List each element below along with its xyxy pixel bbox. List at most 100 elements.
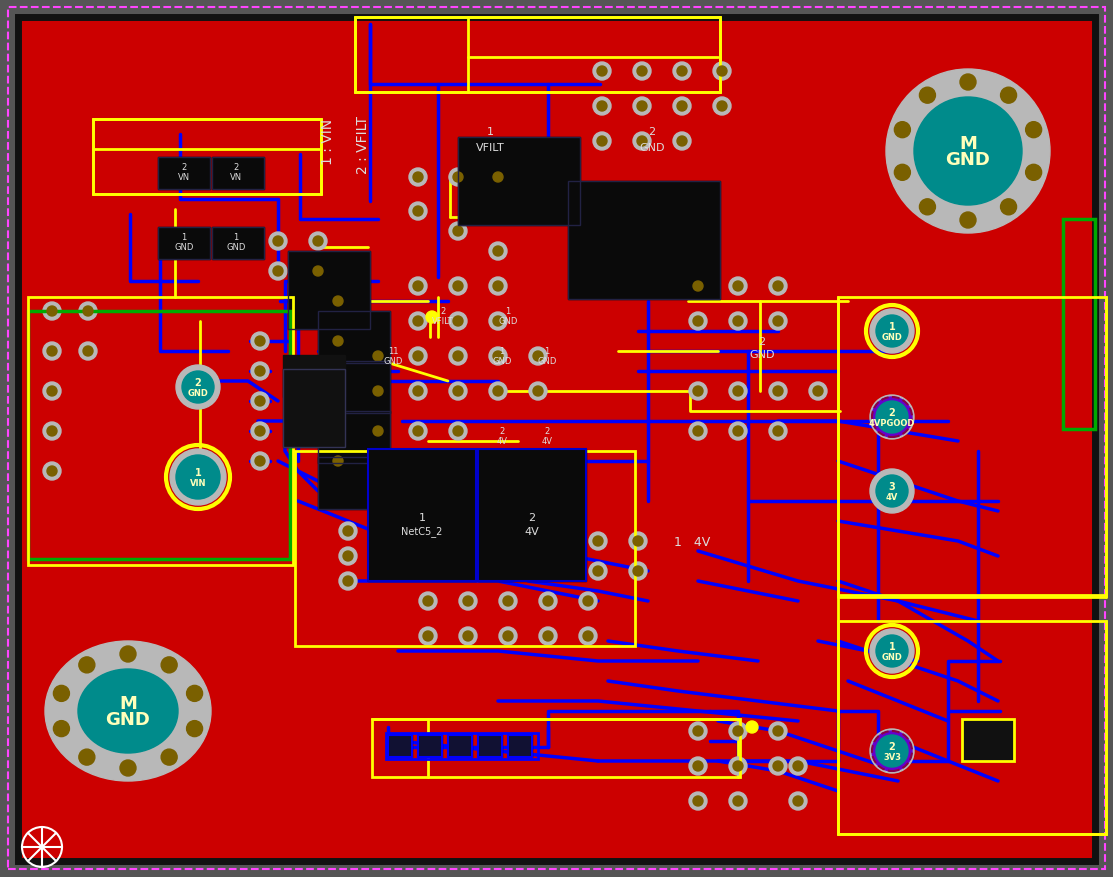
Circle shape [493, 317, 503, 326]
Bar [211, 228, 264, 260]
Circle shape [79, 303, 97, 321]
Circle shape [871, 397, 912, 438]
Text: 2: 2 [888, 741, 895, 751]
Circle shape [733, 282, 743, 292]
Circle shape [895, 123, 910, 139]
Circle shape [876, 475, 908, 508]
Circle shape [370, 458, 387, 475]
Text: GND: GND [881, 652, 903, 662]
Bar [318, 361, 390, 414]
Circle shape [252, 453, 269, 470]
Circle shape [597, 67, 607, 77]
Circle shape [408, 312, 427, 331]
Circle shape [895, 165, 910, 182]
Circle shape [769, 278, 787, 296]
Circle shape [453, 461, 463, 472]
Circle shape [339, 523, 357, 540]
Circle shape [333, 367, 343, 376]
Bar [449, 735, 472, 757]
Circle shape [252, 423, 269, 440]
Circle shape [746, 721, 758, 733]
Circle shape [583, 596, 593, 606]
Text: 2: 2 [234, 163, 238, 172]
Text: VFILT: VFILT [475, 143, 504, 153]
Circle shape [413, 207, 423, 217]
Circle shape [589, 532, 607, 551]
Text: GND: GND [639, 143, 664, 153]
Bar [459, 138, 580, 225]
Circle shape [343, 526, 353, 537]
Text: 3: 3 [888, 481, 895, 491]
Bar [318, 311, 390, 364]
Circle shape [43, 423, 61, 440]
Bar [158, 158, 210, 189]
Circle shape [633, 63, 651, 81]
Text: M: M [959, 135, 977, 153]
Bar [449, 735, 472, 757]
Circle shape [423, 631, 433, 641]
Text: 2: 2 [758, 337, 766, 346]
Bar [93, 120, 321, 195]
Circle shape [333, 426, 343, 437]
Circle shape [729, 382, 747, 401]
Circle shape [503, 631, 513, 641]
Bar [388, 735, 412, 757]
Text: 2: 2 [441, 307, 445, 316]
Circle shape [870, 630, 914, 674]
Circle shape [47, 346, 57, 357]
Text: VFILT: VFILT [432, 317, 454, 326]
Circle shape [333, 296, 343, 307]
Circle shape [677, 137, 687, 146]
Circle shape [717, 67, 727, 77]
Text: 1   4V: 1 4V [673, 535, 710, 548]
Bar [368, 450, 476, 581]
Circle shape [553, 567, 563, 576]
Circle shape [408, 168, 427, 187]
Circle shape [1001, 88, 1016, 104]
Circle shape [693, 726, 703, 736]
Circle shape [418, 627, 437, 645]
Circle shape [689, 722, 707, 740]
Bar [477, 735, 502, 757]
Text: 1: 1 [888, 641, 895, 652]
Circle shape [809, 382, 827, 401]
Circle shape [693, 796, 703, 806]
Circle shape [593, 567, 603, 576]
Circle shape [187, 721, 203, 737]
Circle shape [329, 423, 347, 440]
Circle shape [579, 592, 597, 610]
Circle shape [593, 98, 611, 116]
Text: GND: GND [383, 357, 403, 366]
Circle shape [79, 657, 95, 674]
Circle shape [733, 796, 743, 806]
Bar [838, 621, 1106, 834]
Text: 1 : VIN: 1 : VIN [321, 118, 335, 165]
Circle shape [543, 631, 553, 641]
Circle shape [503, 596, 513, 606]
Circle shape [333, 457, 343, 467]
Circle shape [343, 576, 353, 587]
Circle shape [493, 461, 503, 472]
Circle shape [729, 423, 747, 440]
Circle shape [774, 761, 784, 771]
Circle shape [161, 657, 177, 674]
Circle shape [689, 757, 707, 775]
Text: GND: GND [946, 151, 991, 168]
Text: 2 : VFILT: 2 : VFILT [356, 116, 370, 174]
Circle shape [733, 761, 743, 771]
Text: NetC5_2: NetC5_2 [402, 526, 443, 537]
Circle shape [729, 722, 747, 740]
Circle shape [914, 98, 1022, 206]
Bar [211, 158, 264, 189]
Circle shape [413, 426, 423, 437]
Text: 1: 1 [234, 233, 238, 242]
Circle shape [459, 627, 477, 645]
Bar [568, 182, 720, 300]
Bar [211, 158, 264, 189]
Circle shape [633, 98, 651, 116]
Text: 1: 1 [195, 467, 201, 477]
Circle shape [489, 347, 508, 366]
Circle shape [533, 352, 543, 361]
Circle shape [774, 282, 784, 292]
Circle shape [453, 387, 463, 396]
